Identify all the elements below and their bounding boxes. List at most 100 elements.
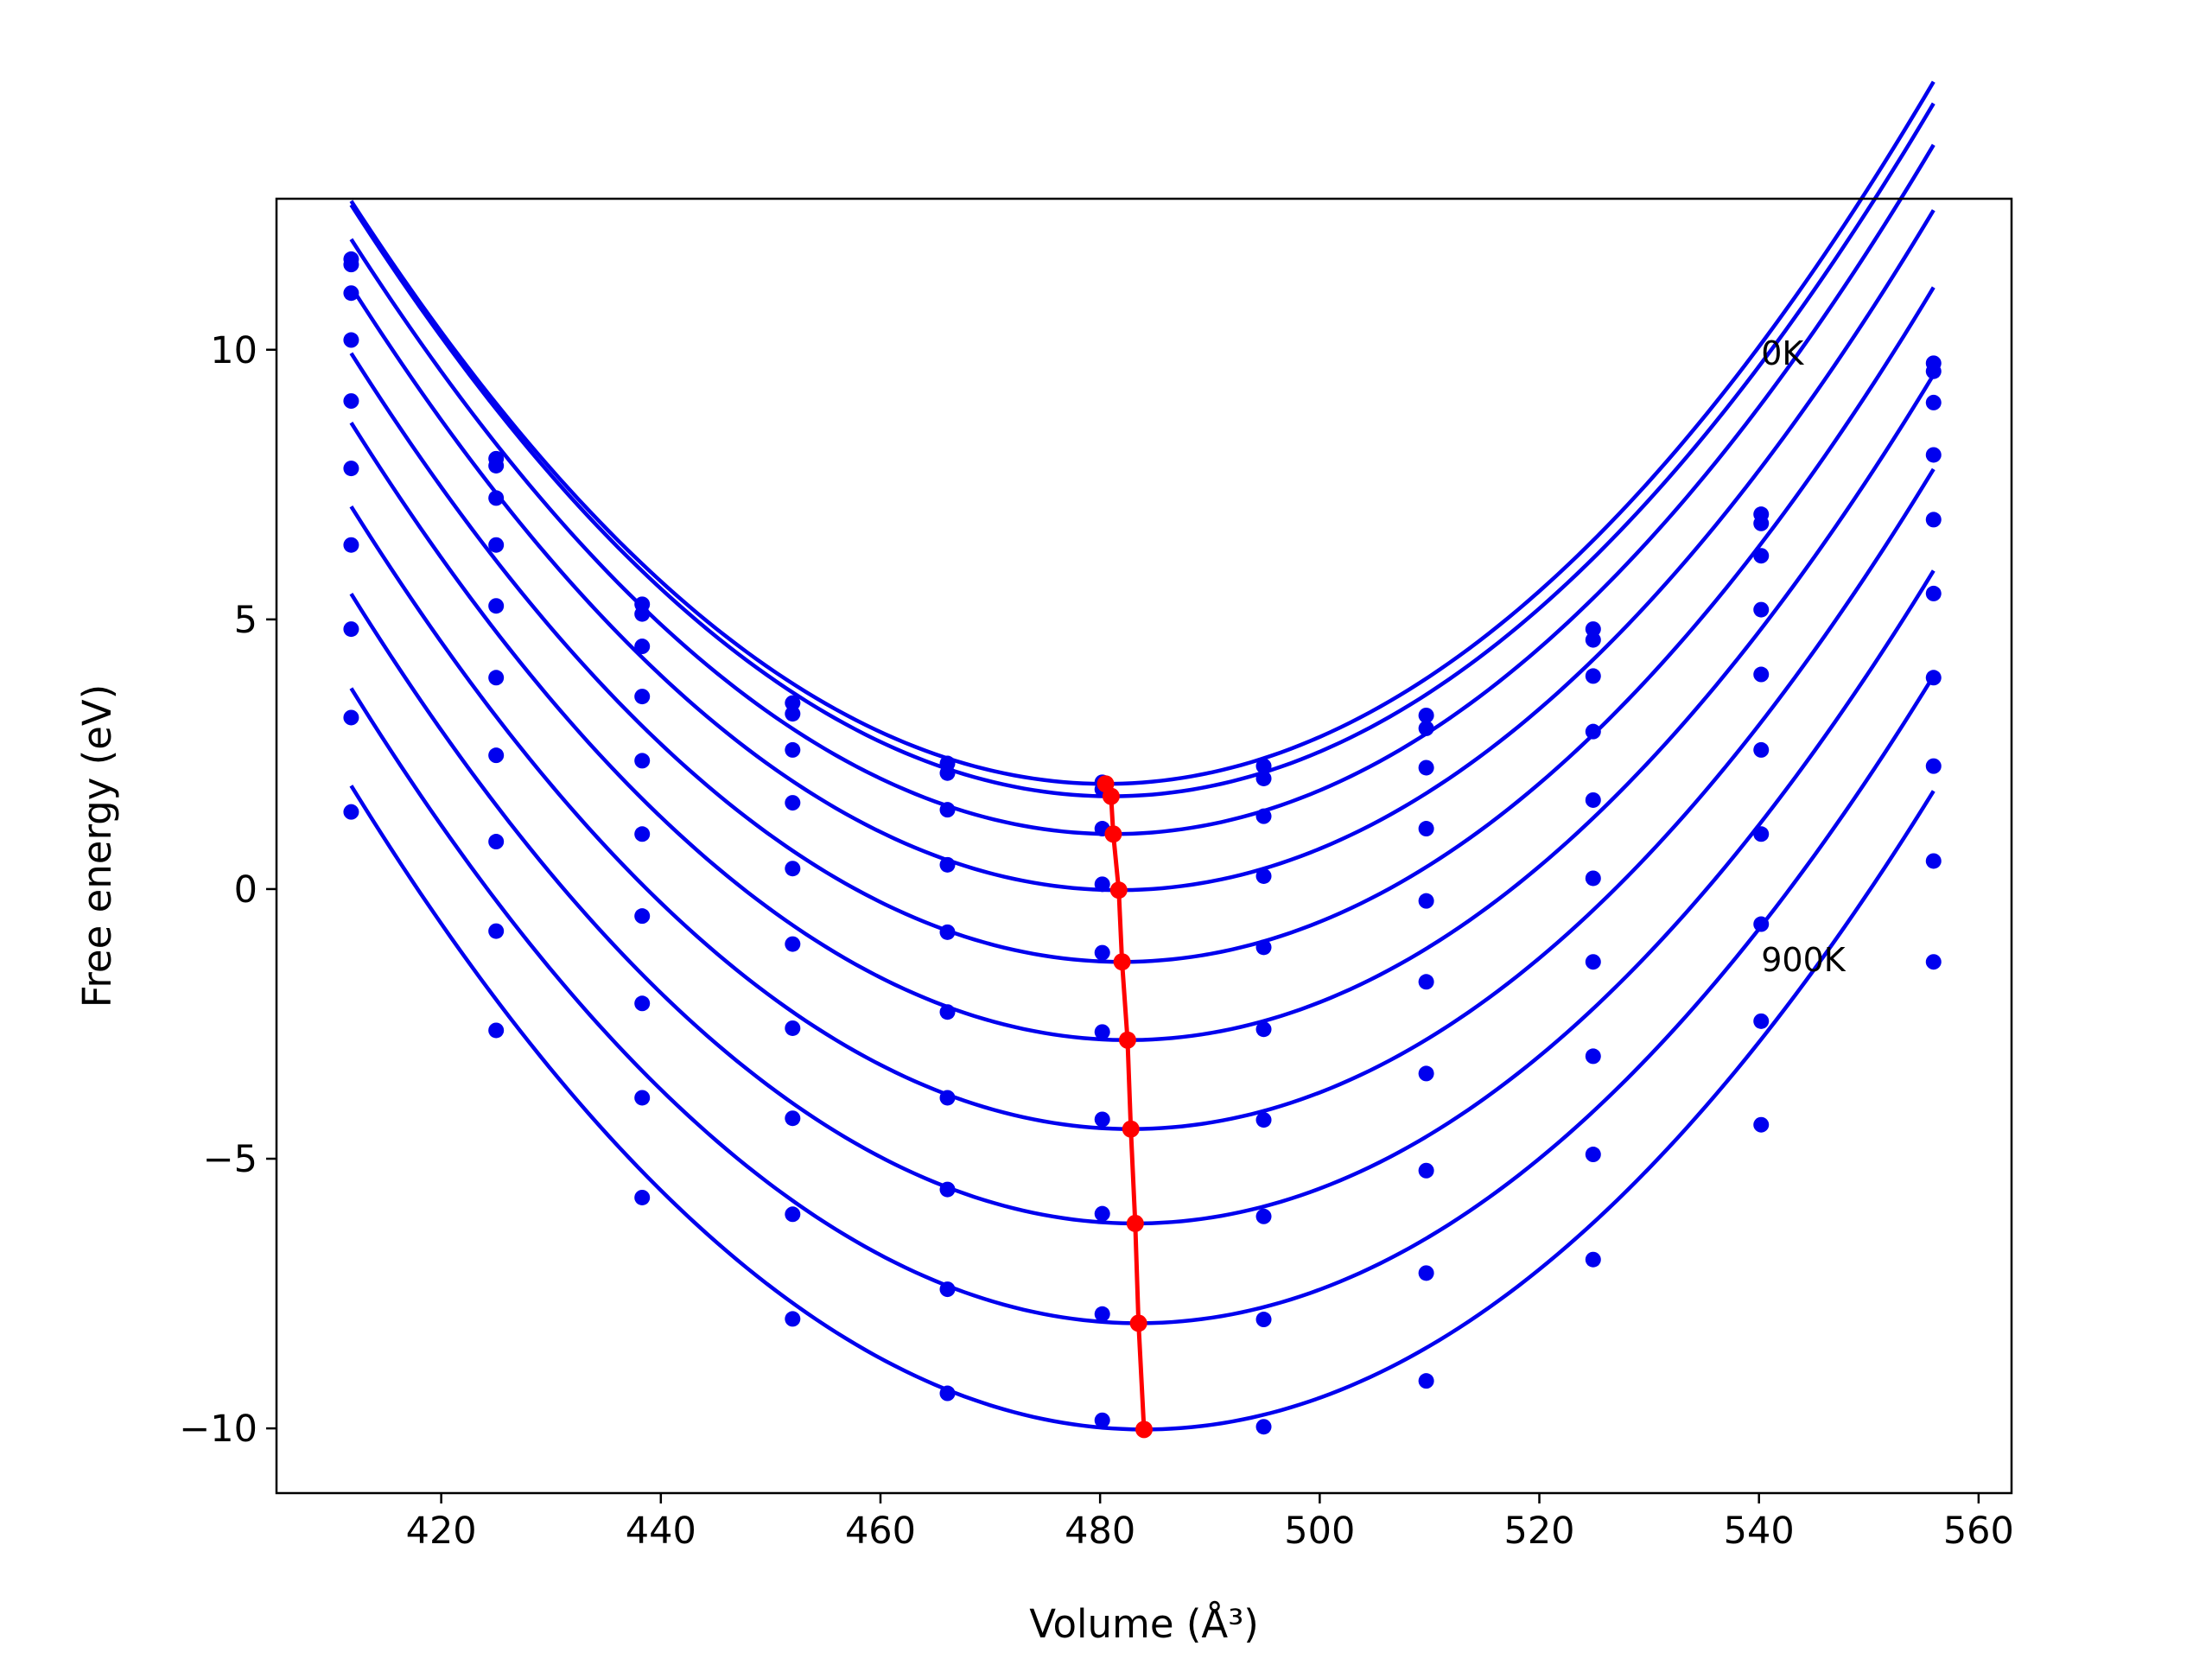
data-point-3-9 — [1753, 601, 1770, 618]
data-point-8-9 — [1753, 1013, 1770, 1029]
data-point-6-8 — [1585, 954, 1601, 970]
data-point-5-4 — [939, 1004, 956, 1020]
x-tick-label-420: 420 — [406, 1510, 477, 1553]
data-point-9-9 — [1753, 1116, 1770, 1133]
data-point-8-1 — [488, 923, 505, 939]
data-point-7-7 — [1418, 1162, 1434, 1179]
data-point-3-1 — [488, 537, 505, 553]
data-point-5-9 — [1753, 741, 1770, 758]
fit-curve-4 — [349, 286, 1936, 964]
x-tick-label-460: 460 — [845, 1510, 916, 1553]
data-point-2-9 — [1753, 548, 1770, 564]
data-point-8-7 — [1418, 1265, 1434, 1281]
data-point-5-8 — [1585, 870, 1601, 887]
data-point-7-10 — [1925, 758, 1942, 774]
data-point-6-2 — [634, 908, 651, 925]
data-point-3-0 — [343, 332, 359, 348]
data-point-4-8 — [1585, 791, 1601, 808]
data-point-9-8 — [1585, 1251, 1601, 1268]
data-point-6-7 — [1418, 1065, 1434, 1082]
data-point-9-10 — [1925, 954, 1942, 970]
data-point-6-6 — [1255, 1112, 1272, 1128]
data-point-8-8 — [1585, 1147, 1601, 1163]
data-point-2-7 — [1418, 760, 1434, 776]
data-point-2-1 — [488, 490, 505, 506]
data-point-7-4 — [939, 1181, 956, 1198]
data-point-2-10 — [1925, 394, 1942, 410]
data-point-2-8 — [1585, 668, 1601, 684]
data-point-4-0 — [343, 393, 359, 410]
data-point-6-4 — [939, 1090, 956, 1106]
data-point-2-2 — [634, 639, 651, 655]
data-point-1-3 — [785, 706, 801, 722]
data-point-3-3 — [785, 795, 801, 811]
minimum-point-7 — [1126, 1214, 1144, 1232]
data-point-8-4 — [939, 1281, 956, 1298]
x-tick-label-500: 500 — [1284, 1510, 1355, 1553]
data-point-5-5 — [1094, 1024, 1110, 1040]
fit-curve-1 — [349, 102, 1936, 798]
minimum-point-6 — [1122, 1120, 1140, 1138]
data-point-7-5 — [1094, 1205, 1110, 1222]
x-tick-label-520: 520 — [1503, 1510, 1574, 1553]
y-axis-label: Free energy (eV) — [74, 684, 120, 1007]
data-point-5-2 — [634, 826, 651, 842]
data-point-3-8 — [1585, 723, 1601, 740]
data-point-7-2 — [634, 995, 651, 1012]
data-point-2-6 — [1255, 808, 1272, 824]
x-tick-label-440: 440 — [626, 1510, 696, 1553]
data-point-5-3 — [785, 936, 801, 952]
data-point-4-6 — [1255, 939, 1272, 956]
data-point-9-4 — [939, 1385, 956, 1402]
data-point-3-6 — [1255, 868, 1272, 884]
x-tick-label-480: 480 — [1065, 1510, 1135, 1553]
data-point-3-2 — [634, 689, 651, 705]
data-point-2-3 — [785, 741, 801, 758]
minimum-point-1 — [1102, 787, 1120, 805]
minimum-point-2 — [1104, 825, 1122, 843]
data-point-5-6 — [1255, 1021, 1272, 1038]
data-point-6-0 — [343, 537, 359, 553]
data-point-3-4 — [939, 856, 956, 873]
data-point-7-6 — [1255, 1208, 1272, 1224]
data-point-4-2 — [634, 753, 651, 769]
data-point-8-10 — [1925, 853, 1942, 869]
data-point-8-6 — [1255, 1312, 1272, 1328]
data-point-9-6 — [1255, 1419, 1272, 1435]
fit-curve-6 — [349, 467, 1936, 1131]
data-point-4-7 — [1418, 893, 1434, 909]
data-point-0-7 — [1418, 707, 1434, 723]
data-point-3-7 — [1418, 821, 1434, 837]
data-point-7-1 — [488, 834, 505, 850]
data-point-1-10 — [1925, 363, 1942, 379]
annotation-0k: 0K — [1761, 334, 1804, 372]
data-point-1-4 — [939, 765, 956, 781]
data-point-9-1 — [488, 1022, 505, 1039]
data-point-5-0 — [343, 461, 359, 477]
annotation-900k: 900K — [1761, 941, 1847, 979]
minima-line — [1103, 783, 1147, 1430]
data-point-9-3 — [785, 1311, 801, 1327]
data-point-5-1 — [488, 670, 505, 686]
minimum-point-8 — [1129, 1314, 1147, 1332]
plot-area — [343, 80, 1942, 1439]
y-tick-label-10: 10 — [210, 329, 257, 372]
data-point-6-3 — [785, 1020, 801, 1036]
data-point-0-8 — [1585, 621, 1601, 638]
data-point-7-0 — [343, 621, 359, 638]
y-tick-label--5: −5 — [203, 1138, 257, 1181]
data-point-1-6 — [1255, 770, 1272, 786]
x-tick-label-560: 560 — [1943, 1510, 2014, 1553]
data-point-1-8 — [1585, 632, 1601, 648]
data-point-1-9 — [1753, 515, 1770, 531]
axes-frame — [275, 197, 2013, 1495]
minimum-point-5 — [1118, 1031, 1136, 1049]
data-point-7-3 — [785, 1110, 801, 1127]
x-axis-label: Volume (Å³) — [1029, 1601, 1259, 1647]
minimum-point-4 — [1113, 953, 1131, 971]
y-tick-label-5: 5 — [234, 599, 257, 642]
data-point-3-5 — [1094, 876, 1110, 893]
data-point-1-1 — [488, 457, 505, 474]
fit-curve-3 — [349, 209, 1936, 893]
y-tick-label--10: −10 — [179, 1408, 257, 1451]
